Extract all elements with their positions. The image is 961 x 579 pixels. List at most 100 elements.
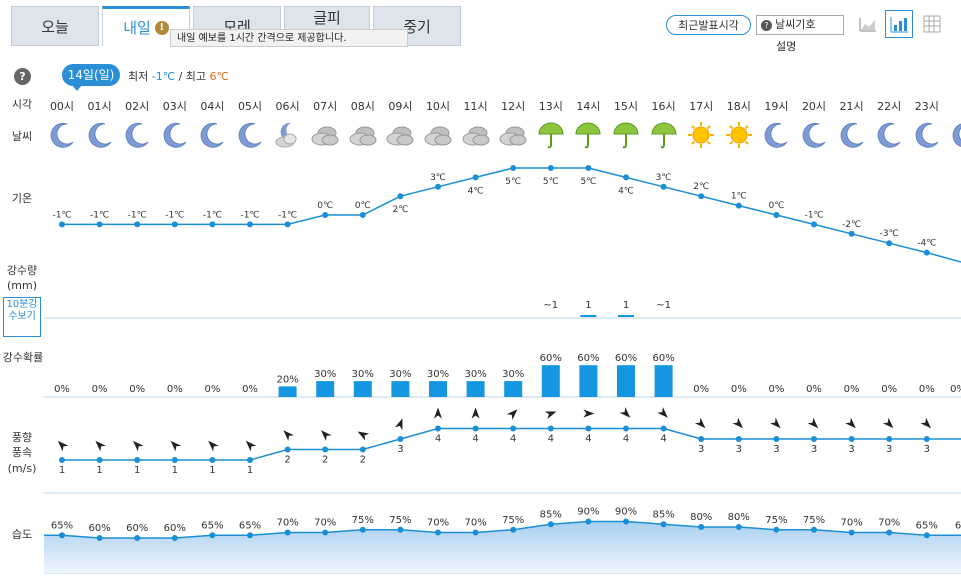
humidity-label: 85%: [540, 509, 562, 520]
temperature-label: -3℃: [880, 229, 899, 239]
hour-label: 17시: [689, 100, 714, 113]
wind-speed-label: 1: [172, 465, 178, 476]
temperature-point: [923, 249, 930, 256]
hour-label: 05시: [237, 100, 263, 113]
wind-direction-arrow: [471, 407, 480, 419]
wind-arrow-shape: [807, 417, 819, 429]
temperature-point: [698, 193, 705, 200]
temperature-point: [735, 202, 742, 209]
wind-speed-label: 1: [96, 465, 102, 476]
wind-point: [284, 446, 291, 453]
row-label-humidity: 습도: [11, 528, 33, 541]
precip-prob-label: 0%: [881, 384, 897, 395]
humidity-point: [435, 529, 441, 536]
humidity-point: [171, 535, 178, 541]
humidity-label: 70%: [276, 518, 298, 529]
wind-direction-arrow: [920, 417, 932, 429]
moon-icon: [949, 120, 961, 150]
humidity-label: 70%: [314, 518, 336, 529]
temperature-point: [472, 174, 479, 181]
sun-icon: [686, 120, 716, 150]
min-temp: -1℃: [151, 70, 176, 83]
wind-direction-arrow: [320, 430, 332, 441]
wind-point: [623, 425, 629, 432]
wind-arrow-shape: [845, 417, 856, 429]
hour-label: 04시: [200, 100, 225, 113]
temperature-point: [848, 230, 855, 237]
moon-cloud-icon: [273, 120, 303, 150]
temperature-point: [660, 183, 667, 190]
precip-prob-label: 60%: [615, 353, 637, 364]
wind-point: [811, 436, 817, 442]
humidity-area: [44, 521, 961, 573]
table-view-icon[interactable]: [918, 10, 946, 38]
wind-speed-label: 4: [510, 434, 516, 445]
wind-speed-label: 4: [472, 434, 478, 445]
wind-arrow-shape: [732, 417, 744, 429]
wind-direction-arrow: [544, 411, 557, 419]
hour-label: 08시: [350, 100, 375, 113]
humidity-label: 65%: [51, 520, 73, 531]
wind-direction-arrow: [506, 409, 518, 420]
humidity-label: 80%: [690, 512, 712, 523]
precip-prob-bar: [353, 381, 372, 397]
precip-prob-label: 60%: [652, 353, 674, 364]
cloudy-icon: [385, 120, 415, 150]
tab-today[interactable]: 오늘: [11, 6, 99, 46]
precip-prob-label: 0%: [92, 384, 108, 395]
precip-prob-label: 0%: [242, 384, 258, 395]
moon-icon: [85, 120, 115, 150]
area-chart-view-icon[interactable]: [854, 10, 882, 38]
wind-arrow-shape: [283, 430, 294, 441]
wind-arrow-shape: [394, 418, 403, 431]
minmax-sep: /: [178, 70, 183, 83]
moon-icon: [912, 120, 942, 150]
wind-direction-arrow: [583, 409, 595, 418]
precip-prob-label: 0%: [204, 384, 220, 395]
temperature-point: [209, 221, 216, 228]
moon-icon: [122, 120, 152, 150]
wind-direction-arrow: [170, 440, 182, 452]
temperature-label: 2℃: [392, 205, 408, 215]
precip-prob-bar: [541, 365, 560, 397]
wind-direction-arrow: [357, 431, 370, 441]
row-label-prob: 강수확률: [2, 351, 44, 364]
recent-release-button[interactable]: 최근발표시각: [666, 15, 751, 35]
wind-speed-label: 3: [886, 444, 892, 455]
hour-label: 02시: [125, 100, 150, 113]
temperature-point: [134, 221, 141, 228]
moon-icon: [47, 120, 77, 150]
wind-arrow-shape: [320, 430, 332, 441]
wind-point: [923, 436, 930, 442]
hour-label: 11시: [463, 100, 488, 113]
wind-arrow-shape: [920, 417, 932, 429]
wind-arrow-shape: [619, 407, 631, 418]
humidity-label: 65%: [201, 520, 223, 531]
precip-prob-label: 0%: [54, 384, 70, 395]
temperature-label: 2℃: [693, 182, 709, 192]
precip-prob-label: 60%: [577, 353, 599, 364]
precip-prob-label: 60%: [540, 353, 562, 364]
humidity-label: 65%: [916, 520, 938, 531]
precip-prob-bar: [466, 381, 485, 397]
humidity-point: [247, 532, 253, 539]
hour-label: 06시: [275, 100, 300, 113]
temperature-point: [623, 174, 629, 181]
moon-icon: [160, 120, 190, 150]
row-label-wind2: 풍속: [11, 446, 33, 459]
rain-10min-button[interactable]: 10분강수보기: [3, 297, 41, 337]
wind-arrow-shape: [357, 431, 370, 441]
precip-bar: [580, 315, 597, 317]
help-icon[interactable]: ?: [14, 68, 31, 85]
temperature-label: 0℃: [355, 201, 371, 211]
temperature-point: [359, 212, 366, 218]
weather-symbol-label: 날씨기호: [775, 18, 816, 31]
wind-direction-arrow: [845, 417, 856, 429]
temperature-label: 0℃: [768, 201, 784, 211]
bar-chart-view-icon[interactable]: [885, 10, 913, 38]
hour-label: 14시: [576, 100, 601, 113]
weather-symbol-button[interactable]: ? 날씨기호: [756, 15, 844, 35]
temperature-label: 4℃: [468, 186, 484, 196]
moon-icon: [874, 120, 904, 150]
hour-label: 22시: [877, 100, 902, 113]
